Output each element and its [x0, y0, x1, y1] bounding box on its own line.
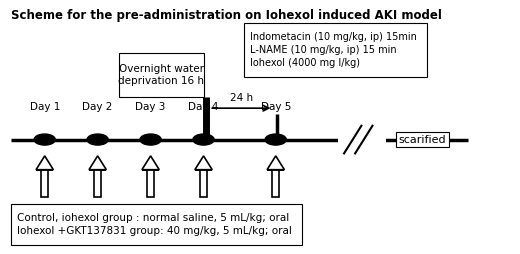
- Polygon shape: [195, 156, 212, 170]
- Polygon shape: [36, 170, 54, 197]
- Text: 24 h: 24 h: [230, 93, 254, 103]
- FancyBboxPatch shape: [11, 204, 302, 245]
- Text: Day 1: Day 1: [30, 102, 60, 112]
- Polygon shape: [267, 156, 284, 170]
- Polygon shape: [267, 170, 284, 197]
- Text: Indometacin (10 mg/kg, ip) 15min
L-NAME (10 mg/kg, ip) 15 min
Iohexol (4000 mg I: Indometacin (10 mg/kg, ip) 15min L-NAME …: [250, 31, 417, 68]
- Polygon shape: [142, 156, 159, 170]
- Polygon shape: [89, 170, 106, 197]
- FancyBboxPatch shape: [119, 53, 203, 97]
- Text: Day 5: Day 5: [261, 102, 291, 112]
- Polygon shape: [195, 170, 212, 197]
- Circle shape: [265, 134, 287, 145]
- Polygon shape: [142, 170, 159, 197]
- Text: Scheme for the pre-administration on Iohexol induced AKI model: Scheme for the pre-administration on Ioh…: [11, 9, 442, 22]
- Circle shape: [193, 134, 214, 145]
- Polygon shape: [36, 156, 54, 170]
- Text: Day 3: Day 3: [135, 102, 166, 112]
- Text: Day 2: Day 2: [83, 102, 113, 112]
- Text: Day 4: Day 4: [188, 102, 219, 112]
- FancyBboxPatch shape: [339, 124, 386, 155]
- Circle shape: [87, 134, 108, 145]
- Circle shape: [140, 134, 161, 145]
- FancyBboxPatch shape: [244, 23, 427, 77]
- Text: Overnight water
deprivation 16 h: Overnight water deprivation 16 h: [119, 64, 204, 86]
- Text: scarified: scarified: [399, 135, 446, 145]
- Text: Control, iohexol group : normal saline, 5 mL/kg; oral
Iohexol +GKT137831 group: : Control, iohexol group : normal saline, …: [17, 213, 292, 236]
- Polygon shape: [89, 156, 106, 170]
- Circle shape: [34, 134, 55, 145]
